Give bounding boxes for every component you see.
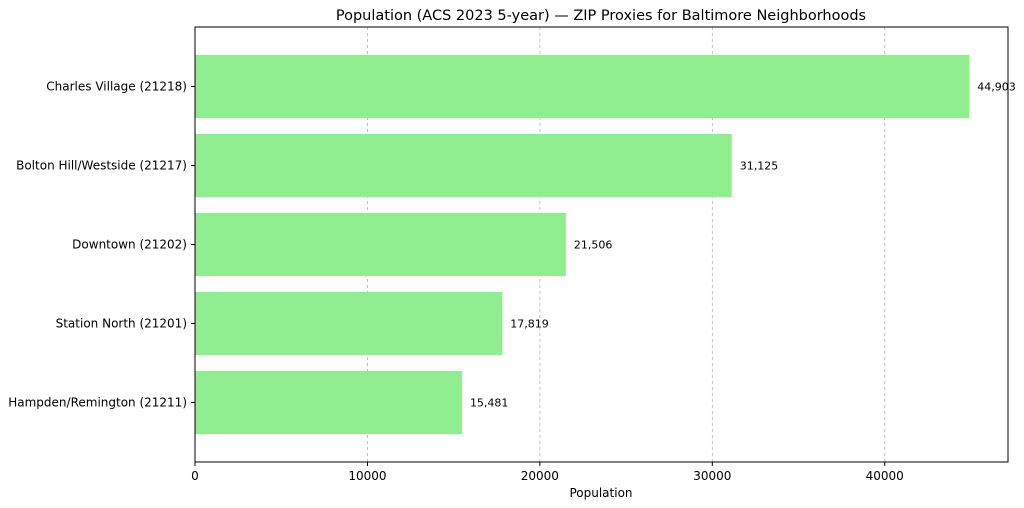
plot-frame <box>194 26 1009 463</box>
bars <box>195 54 970 435</box>
y-tick-label: Station North (21201) <box>56 317 187 331</box>
x-tick-label: 0 <box>191 469 199 483</box>
y-tick-labels: Charles Village (21218) Bolton Hill/Wests… <box>8 80 195 410</box>
bar-value-label: 44,903 <box>977 81 1016 94</box>
bar-value-label: 31,125 <box>740 160 779 173</box>
bar <box>195 54 970 119</box>
x-tick-label: 40000 <box>866 469 904 483</box>
y-tick-label: Bolton Hill/Westside (21217) <box>16 159 187 173</box>
bar <box>195 291 503 356</box>
bar-value-label: 15,481 <box>470 397 509 410</box>
x-tick-label: 20000 <box>521 469 559 483</box>
chart-title: Population (ACS 2023 5-year) — ZIP Proxi… <box>336 8 866 24</box>
y-tick-label: Downtown (21202) <box>72 238 187 252</box>
bar-value-label: 17,819 <box>510 318 549 331</box>
bar <box>195 133 732 198</box>
bar-value-label: 21,506 <box>574 239 613 252</box>
x-tick-label: 10000 <box>348 469 386 483</box>
x-tick-labels: 0 10000 20000 30000 40000 <box>191 462 904 483</box>
bar <box>195 370 462 435</box>
value-labels: 44,903 31,125 21,506 17,819 15,481 <box>470 81 1016 410</box>
y-tick-label: Hampden/Remington (21211) <box>8 396 187 410</box>
y-tick-label: Charles Village (21218) <box>46 80 187 94</box>
x-axis-label: Population <box>569 486 632 500</box>
x-tick-label: 30000 <box>693 469 731 483</box>
bar <box>195 212 566 277</box>
